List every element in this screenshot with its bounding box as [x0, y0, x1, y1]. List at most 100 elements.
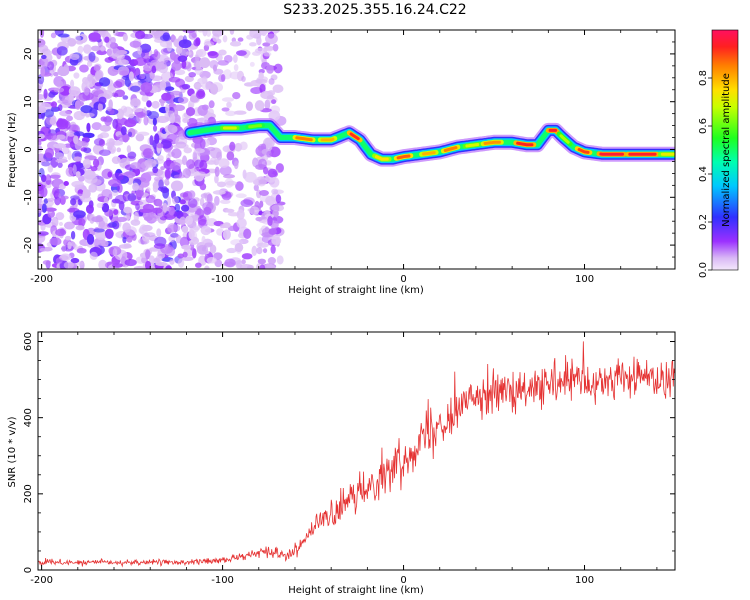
heatmap-cell	[271, 188, 279, 195]
heatmap-cell	[73, 110, 85, 121]
heatmap-cell	[243, 228, 252, 240]
heatmap-cell	[174, 69, 186, 76]
heatmap-cell	[183, 147, 193, 154]
heatmap-cell	[119, 70, 129, 76]
heatmap-cell	[41, 203, 47, 213]
heatmap-cell	[173, 174, 186, 179]
heatmap-cell	[122, 95, 129, 100]
heatmap-cell	[253, 184, 259, 192]
heatmap-cell	[156, 228, 162, 237]
heatmap-cell	[252, 157, 259, 168]
colorbar-tick-label: 0.0	[698, 262, 709, 278]
heatmap-cell	[76, 247, 87, 254]
heatmap-cell	[181, 83, 191, 90]
heatmap-cell	[70, 198, 77, 206]
heatmap-cell	[129, 40, 142, 48]
heatmap-cell	[203, 206, 212, 215]
heatmap-cell	[148, 255, 155, 265]
heatmap-cell	[51, 216, 59, 228]
heatmap-cell	[232, 91, 241, 100]
heatmap-cell	[49, 117, 56, 125]
heatmap-cell	[164, 169, 171, 180]
heatmap-cell	[169, 161, 181, 171]
ridge-hotspot	[443, 146, 458, 152]
heatmap-cell	[195, 90, 206, 100]
heatmap-cell	[171, 148, 182, 159]
heatmap-cell	[98, 219, 106, 228]
heatmap-cell	[220, 73, 226, 82]
heatmap-cell	[153, 49, 159, 57]
heatmap-cell	[200, 225, 212, 236]
heatmap-cell	[196, 244, 209, 255]
ridge-hotspot	[422, 151, 436, 156]
heatmap-cell	[133, 265, 146, 269]
heatmap-cell	[39, 247, 47, 252]
heatmap-cell	[91, 45, 101, 52]
heatmap-cell	[47, 61, 55, 71]
heatmap-cell	[214, 174, 219, 184]
heatmap-cell	[182, 117, 190, 124]
heatmap-cell	[193, 171, 206, 176]
heatmap-cell	[140, 82, 153, 93]
heatmap-cell	[251, 245, 258, 256]
heatmap-cell	[55, 212, 65, 221]
heatmap-cell	[74, 35, 81, 43]
heatmap-cell	[82, 132, 95, 139]
heatmap-cell	[205, 82, 211, 90]
heatmap-cell	[73, 135, 79, 145]
heatmap-cell	[114, 194, 127, 205]
heatmap-cell	[104, 36, 110, 43]
heatmap-cell	[180, 48, 189, 58]
heatmap-cell	[65, 166, 75, 177]
colorbar-tick-label: 0.2	[698, 214, 709, 230]
heatmap-cell	[101, 203, 110, 213]
heatmap-cell	[123, 206, 132, 214]
heatmap-cell	[96, 49, 107, 56]
heatmap-cell	[271, 204, 285, 212]
heatmap-cell	[99, 124, 112, 132]
heatmap-cell	[171, 61, 182, 71]
heatmap-cell	[55, 134, 66, 140]
heatmap-cell	[222, 35, 228, 43]
heatmap-cell	[38, 140, 42, 146]
heatmap-cell	[124, 258, 137, 267]
heatmap-cell	[258, 72, 264, 80]
snr-x-tick-label: -200	[30, 575, 53, 586]
heatmap-cell	[80, 105, 93, 114]
heatmap-cell	[151, 207, 163, 214]
heatmap-cell	[44, 50, 53, 56]
heatmap-cell	[73, 72, 80, 79]
heatmap-cell	[50, 106, 61, 112]
heatmap-cell	[134, 75, 142, 80]
heatmap-cell	[200, 193, 208, 199]
heatmap-cell	[75, 225, 85, 231]
heatmap-cell	[165, 86, 175, 91]
heatmap-cell	[67, 241, 72, 250]
colorbar-tick-label: 0.4	[698, 166, 709, 182]
heatmap-cell	[169, 113, 176, 124]
heatmap-cell	[122, 236, 127, 244]
heatmap-cell	[239, 263, 253, 269]
heatmap-cell	[272, 43, 279, 52]
heatmap-cell	[86, 233, 95, 245]
heatmap-cell	[272, 84, 284, 94]
heatmap-cell	[117, 134, 130, 142]
heatmap-cell	[70, 195, 80, 200]
heatmap-cell	[175, 234, 182, 244]
heatmap-cell	[275, 163, 284, 173]
colorbar-ticks: 0.0 0.2 0.4 0.6 0.8	[698, 70, 712, 278]
heatmap-cell	[186, 159, 196, 170]
heatmap-cell	[104, 228, 114, 240]
heatmap-cell	[115, 50, 128, 55]
heatmap-cell	[56, 46, 68, 56]
heatmap-cell	[153, 243, 166, 249]
snr-axes: -200 -100 0 100 0 200 400 600	[23, 332, 675, 586]
heatmap-cell	[193, 83, 203, 88]
snr-series-line	[38, 341, 675, 568]
heatmap-cell	[73, 244, 78, 251]
heatmap-cell	[273, 63, 283, 74]
snr-x-label: Height of straight line (km)	[288, 585, 424, 596]
